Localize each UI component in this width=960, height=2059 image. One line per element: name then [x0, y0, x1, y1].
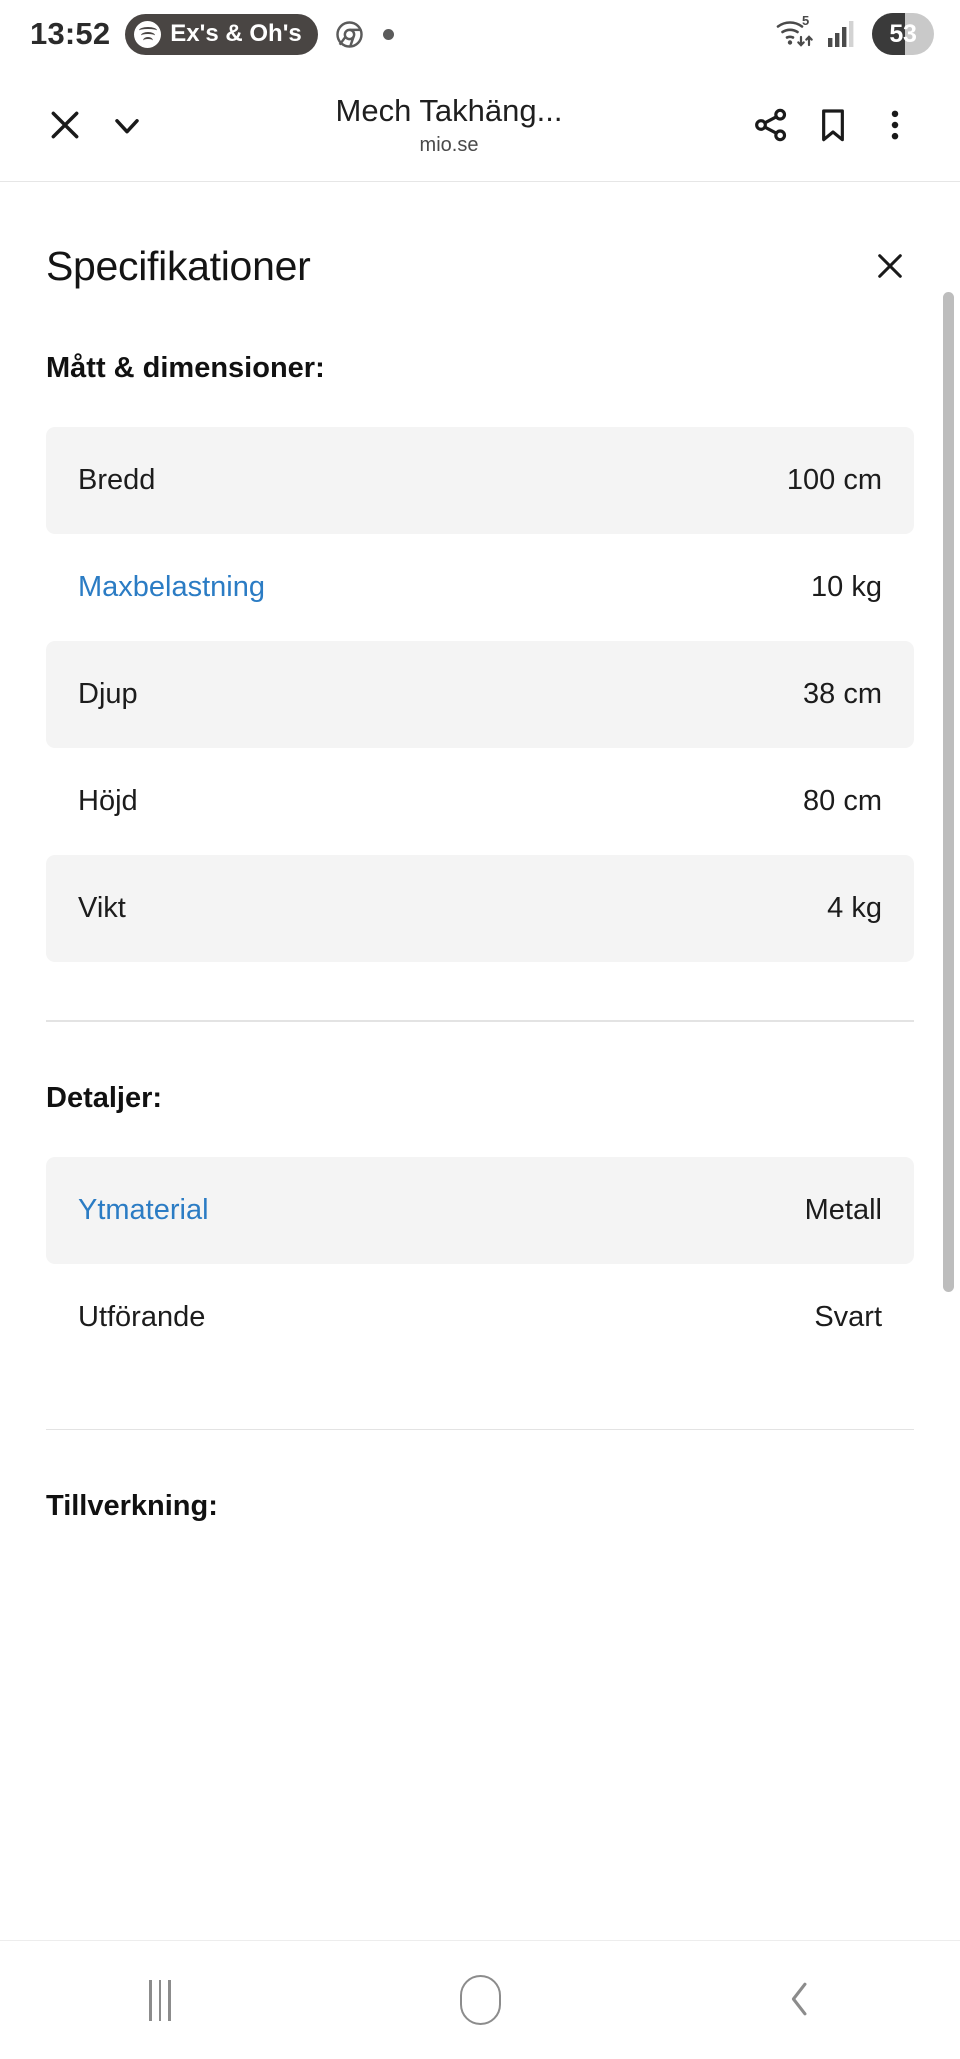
- spec-value: 4 kg: [827, 892, 882, 924]
- recents-icon: [149, 1979, 171, 2021]
- bookmark-button[interactable]: [802, 94, 864, 156]
- table-row: Vikt 4 kg: [46, 855, 914, 962]
- more-options-button[interactable]: [864, 94, 926, 156]
- battery-indicator: 53: [872, 13, 934, 55]
- table-row: Höjd 80 cm: [46, 748, 914, 855]
- notification-dot-icon: [382, 28, 394, 40]
- wifi-icon: 5: [774, 13, 816, 56]
- android-navigation-bar: [0, 1940, 960, 2059]
- media-notification-chip[interactable]: Ex's & Oh's: [125, 13, 318, 55]
- table-row: Bredd 100 cm: [46, 427, 914, 534]
- section-heading: Tillverkning:: [46, 1490, 218, 1522]
- svg-text:5: 5: [802, 13, 809, 28]
- spec-label: Utförande: [78, 1300, 206, 1333]
- table-row: Utförande Svart: [46, 1264, 914, 1371]
- media-chip-label: Ex's & Oh's: [170, 20, 302, 47]
- page-title: Mech Takhäng...: [335, 93, 563, 129]
- spec-sections: Mått & dimensioner: Bredd 100 cm Maxbelastn…: [0, 352, 960, 1523]
- collapse-button[interactable]: [96, 94, 158, 156]
- home-button[interactable]: [320, 1941, 640, 2059]
- spec-value: Svart: [814, 1300, 882, 1333]
- specifications-sheet: Specifikationer Mått & dimensioner: Bredd…: [0, 182, 960, 1940]
- page-title-block[interactable]: Mech Takhäng... mio.se: [158, 93, 740, 156]
- section-divider: [46, 1020, 914, 1022]
- table-row: Djup 38 cm: [46, 641, 914, 748]
- section-heading: Mått & dimensioner:: [46, 352, 325, 384]
- back-button[interactable]: [640, 1941, 960, 2059]
- share-button[interactable]: [740, 94, 802, 156]
- section-heading: Detaljer:: [46, 1081, 163, 1114]
- close-tab-button[interactable]: [34, 94, 96, 156]
- status-bar: 13:52 Ex's & Oh's 5: [0, 0, 960, 68]
- status-time: 13:52: [30, 16, 111, 51]
- spec-label-link[interactable]: Ytmaterial: [78, 1193, 209, 1226]
- spec-table: Bredd 100 cm Maxbelastning 10 kg Djup 38 cm Hö…: [0, 427, 960, 962]
- recents-button[interactable]: [0, 1941, 320, 2059]
- sheet-header: Specifikationer: [0, 182, 960, 292]
- chrome-icon: [334, 19, 365, 50]
- spec-label: Djup: [78, 678, 138, 710]
- spec-label-link[interactable]: Maxbelastning: [78, 571, 265, 603]
- cellular-signal-icon: [826, 16, 856, 53]
- back-icon: [780, 1976, 820, 2025]
- home-icon: [459, 1975, 501, 2025]
- table-row: Maxbelastning 10 kg: [46, 534, 914, 641]
- status-indicators: 5 53: [774, 13, 934, 56]
- spec-value: 10 kg: [811, 571, 882, 603]
- spec-value: 38 cm: [803, 678, 882, 710]
- sheet-title: Specifikationer: [46, 242, 311, 289]
- table-row: Ytmaterial Metall: [46, 1156, 914, 1264]
- section-divider: [46, 1428, 914, 1430]
- vertical-scrollbar[interactable]: [943, 292, 954, 1292]
- spec-label: Bredd: [78, 464, 156, 496]
- spotify-icon: [134, 20, 162, 48]
- close-sheet-button[interactable]: [864, 240, 916, 292]
- spec-value: Metall: [804, 1193, 882, 1226]
- battery-percent: 53: [889, 19, 917, 48]
- spec-label: Vikt: [78, 892, 126, 924]
- browser-toolbar: Mech Takhäng... mio.se: [0, 68, 960, 182]
- spec-value: 80 cm: [803, 785, 882, 817]
- spec-value: 100 cm: [786, 464, 882, 496]
- spec-label: Höjd: [78, 785, 138, 817]
- spec-table: Ytmaterial Metall Utförande Svart: [0, 1156, 960, 1371]
- page-url: mio.se: [419, 133, 479, 156]
